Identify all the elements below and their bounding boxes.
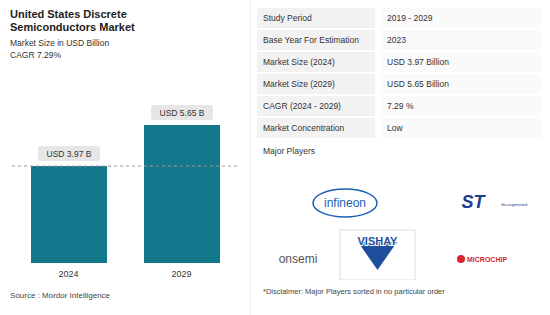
- html-text:USD 5.65 Billion: USD 5.65 Billion: [387, 79, 449, 89]
- html-text:USD 3.97 Billion: USD 3.97 Billion: [387, 57, 449, 67]
- html-text:Source : Mordor Intelligence: Source : Mordor Intelligence: [10, 291, 111, 300]
- html-text:Market Size (2024): Market Size (2024): [263, 57, 335, 67]
- svg-text:VISHAY: VISHAY: [358, 235, 399, 247]
- svg-text:ST: ST: [461, 192, 486, 212]
- html-text:CAGR 7.29%: CAGR 7.29%: [10, 50, 61, 60]
- svg-text:life.augmented: life.augmented: [501, 202, 527, 207]
- svg-text:onsemi: onsemi: [279, 252, 318, 266]
- html-text:Market Size in USD Billion: Market Size in USD Billion: [10, 38, 110, 48]
- html-text:*Disclaimer: Major Players sor: *Disclaimer: Major Players sorted in no …: [263, 287, 445, 296]
- svg-text:USD 3.97 B: USD 3.97 B: [47, 149, 92, 159]
- html-text:7.29 %: 7.29 %: [387, 101, 414, 111]
- svg-text:2024: 2024: [58, 269, 78, 279]
- html-text:CAGR (2024 - 2029): CAGR (2024 - 2029): [263, 101, 341, 111]
- html-text:Market Size (2029): Market Size (2029): [263, 79, 335, 89]
- html-text:Low: Low: [387, 123, 403, 133]
- html-text:2019 - 2029: 2019 - 2029: [387, 13, 433, 23]
- html-text:Base Year For Estimation: Base Year For Estimation: [263, 35, 359, 45]
- html-text:Market Concentration: Market Concentration: [263, 123, 345, 133]
- svg-text:infineon: infineon: [324, 196, 366, 210]
- html-text:United States Discrete Semicon: United States Discrete Semiconductors Ma…: [10, 8, 135, 33]
- html-text:2023: 2023: [387, 35, 406, 45]
- svg-text:MICROCHIP: MICROCHIP: [467, 256, 507, 263]
- svg-text:2029: 2029: [171, 269, 191, 279]
- svg-text:USD 5.65 B: USD 5.65 B: [160, 108, 205, 118]
- html-text:Major Players: Major Players: [263, 146, 315, 156]
- html-text:Study Period: Study Period: [263, 13, 312, 23]
